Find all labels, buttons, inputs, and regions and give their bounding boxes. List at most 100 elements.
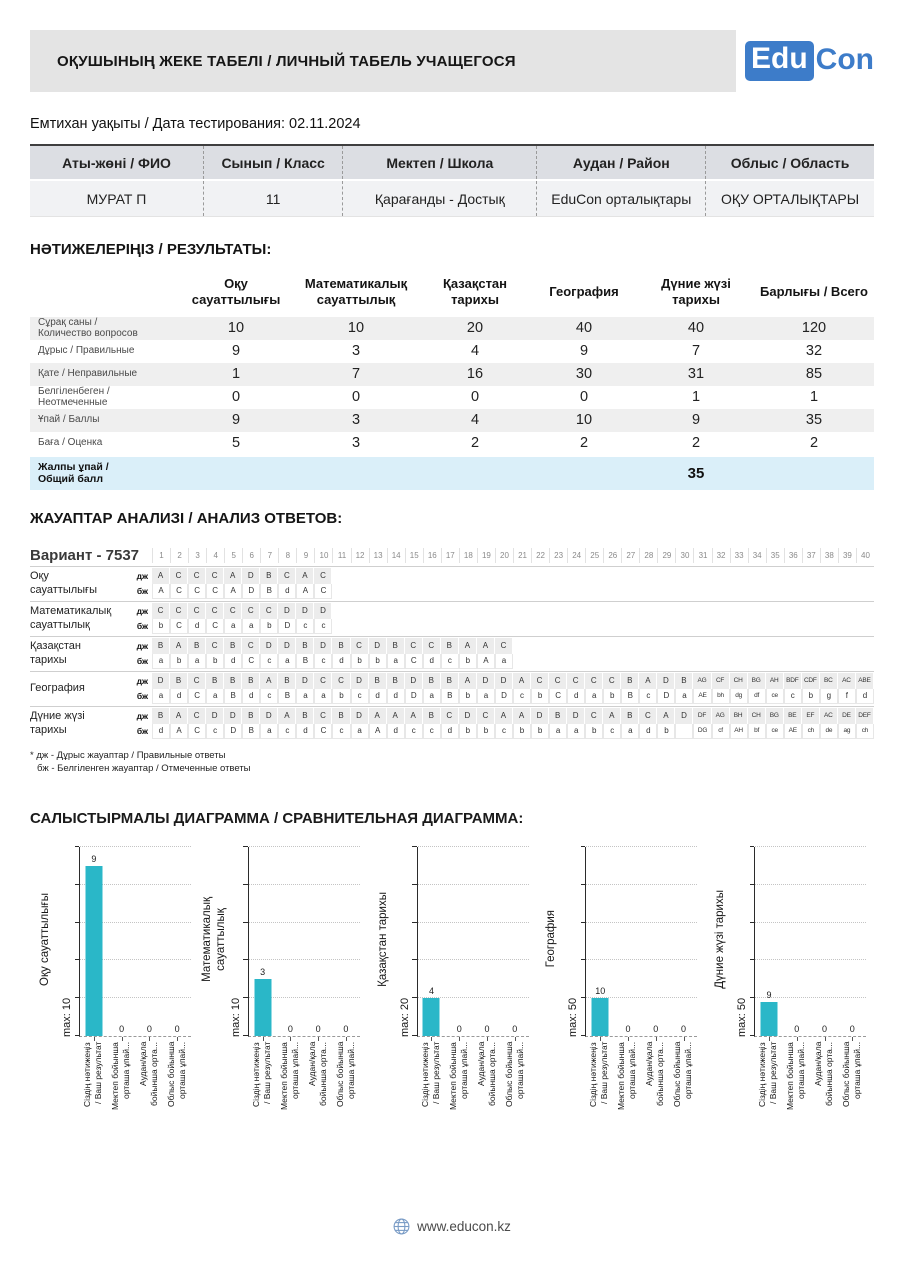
answer-cell-marked	[856, 619, 874, 635]
category-label-slot: Мектеп бойынша орташа ұпай...	[107, 1042, 135, 1154]
results-title: НӘТИЖЕЛЕРІҢІЗ / РЕЗУЛЬТАТЫ:	[30, 241, 272, 258]
answer-cell-marked	[712, 619, 730, 635]
answer-cell-marked	[766, 654, 784, 670]
row-type-label: бж	[136, 691, 148, 702]
answer-cell-marked: C	[242, 653, 261, 669]
answer-cell-marked	[639, 619, 657, 635]
answer-cell-marked: C	[206, 618, 225, 634]
results-cell: 3	[351, 343, 361, 359]
y-tick	[580, 1035, 586, 1037]
answer-cell-correct	[531, 638, 549, 654]
gridline	[755, 883, 867, 885]
answer-cell-correct: D	[296, 603, 315, 619]
answer-cell-marked	[748, 654, 766, 670]
bar-value-label: 0	[119, 1024, 125, 1035]
answer-cell-marked	[351, 584, 369, 600]
chart-max-label: max: 10	[229, 997, 242, 1038]
answer-cell-marked: c	[206, 723, 225, 739]
answer-cell-correct: A	[458, 673, 477, 689]
chart: География max: 50 10 0 0 0 Сіздің нәтижеңіз / …	[536, 841, 705, 1156]
answer-cell-correct: D	[314, 603, 333, 619]
question-number: 20	[494, 547, 513, 563]
answer-cell-marked	[712, 654, 730, 670]
subject-label: Дүние жүзі тарихы	[30, 709, 85, 736]
answer-cell-correct: B	[549, 708, 568, 724]
answer-cell-marked: b	[458, 688, 477, 704]
answer-cell-marked	[675, 619, 693, 635]
answer-cell-correct: BE	[783, 708, 802, 724]
answer-cell-correct	[549, 638, 567, 654]
answer-cell-marked: b	[458, 653, 477, 669]
answer-cell-marked	[531, 654, 549, 670]
answer-cell-marked	[387, 619, 405, 635]
answer-cell-marked: a	[567, 723, 586, 739]
answer-cell-marked	[423, 584, 441, 600]
answer-cell-correct	[603, 638, 621, 654]
category-label-slot: Сіздің нәтижеңіз / Ваш результат	[754, 1042, 782, 1154]
bar-value-label: 0	[146, 1024, 152, 1035]
row-type-label: бж	[136, 586, 148, 597]
bar-value-label: 0	[343, 1024, 349, 1035]
answer-cell-marked: b	[152, 618, 171, 634]
answer-cell-marked	[531, 619, 549, 635]
question-number: 8	[278, 547, 296, 563]
bar-column: 0	[783, 847, 811, 1041]
answer-cell-marked: B	[242, 723, 261, 739]
question-number: 23	[549, 547, 567, 563]
answer-cell-marked: ag	[837, 723, 856, 739]
answer-cell-correct: B	[170, 673, 189, 689]
answer-cell-correct	[802, 603, 820, 619]
bar-column: 10	[586, 847, 614, 1041]
bar-value-label: 3	[260, 967, 266, 978]
answer-cell-correct: D	[350, 673, 369, 689]
question-number: 3	[188, 547, 206, 563]
answer-cell-marked	[730, 654, 748, 670]
y-tick	[74, 846, 79, 848]
results-row: Ұпай / Баллы 9 3 4 10 9 35	[30, 408, 874, 432]
answer-cell-marked: A	[476, 653, 495, 669]
answer-cell-correct: C	[494, 638, 513, 654]
answer-cell-correct	[856, 638, 874, 654]
results-cell: 9	[231, 412, 241, 428]
answer-cell-correct: B	[422, 673, 441, 689]
answer-cell-correct	[332, 568, 350, 584]
bar	[422, 998, 440, 1037]
results-cell: 120	[801, 320, 827, 336]
answer-cell-marked: a	[260, 723, 279, 739]
answer-cell-correct	[441, 568, 459, 584]
results-row-label: Дұрыс / Правильные	[38, 345, 135, 357]
category-label-slot: Сіздің нәтижеңіз / Ваш результат	[585, 1042, 613, 1154]
chart-plot: 10 0 0 0	[580, 846, 698, 1041]
answer-cell-marked	[441, 619, 459, 635]
chart-max-area: max: 20	[399, 941, 414, 1037]
answer-cell-correct: D	[675, 708, 694, 724]
answer-cell-marked: bf	[747, 723, 766, 739]
results-cell: 3	[351, 412, 361, 428]
answer-cell-correct: A	[368, 708, 387, 724]
x-tick	[486, 1037, 488, 1041]
answer-cell-marked: c	[422, 723, 441, 739]
answer-cell-marked	[712, 584, 730, 600]
category-label: Сіздің нәтижеңіз / Ваш результат	[757, 1042, 779, 1107]
y-tick	[243, 959, 248, 961]
row-type-label: бж	[136, 726, 148, 737]
results-cell: 10	[227, 320, 245, 336]
answer-cell-marked	[802, 654, 820, 670]
answer-cell-correct	[784, 603, 802, 619]
answer-cell-correct	[802, 568, 820, 584]
answer-cell-correct: D	[296, 673, 315, 689]
question-number: 15	[404, 547, 423, 563]
answer-cell-marked: d	[422, 653, 441, 669]
answer-cell-correct	[856, 603, 874, 619]
category-label-slot: Облыс бойынша орташа ұпай...	[501, 1042, 529, 1154]
bar-value-label: 0	[512, 1024, 518, 1035]
answer-cell-correct: CF	[711, 673, 730, 689]
results-cell: 0	[231, 389, 241, 405]
answer-cell-marked: AH	[729, 723, 748, 739]
footer-link[interactable]: www.educon.kz	[417, 1219, 511, 1234]
answer-cell-marked: a	[224, 618, 243, 634]
answer-cell-correct	[549, 568, 567, 584]
y-tick	[243, 1035, 248, 1037]
answer-cell-correct: A	[386, 708, 405, 724]
answer-cell-marked	[585, 619, 603, 635]
